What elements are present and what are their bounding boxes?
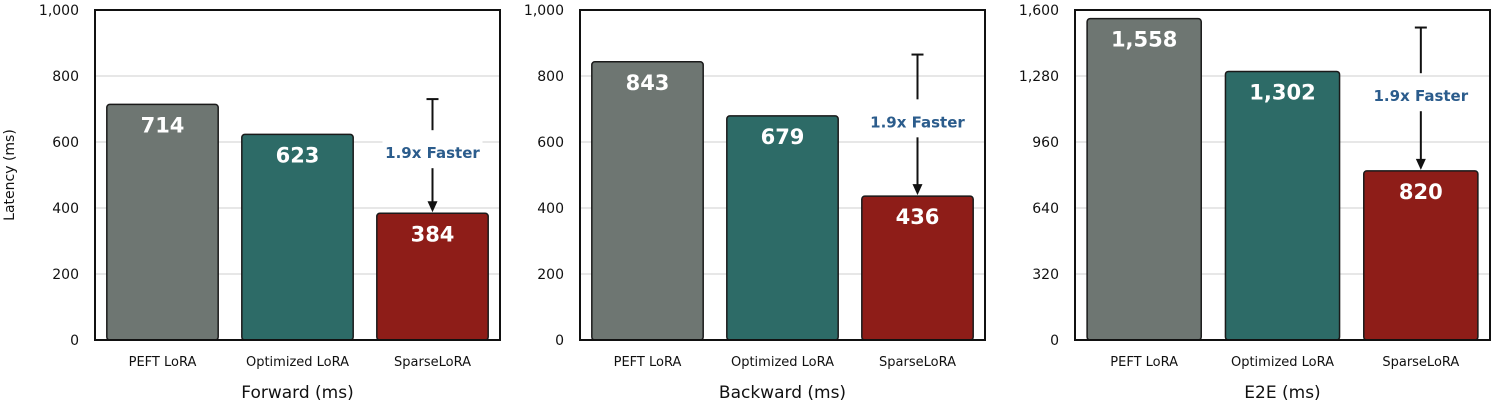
x-category-label: Optimized LoRA xyxy=(731,355,834,370)
bar xyxy=(106,103,219,341)
bar xyxy=(1086,17,1202,341)
y-tick-label: 0 xyxy=(555,333,564,349)
y-tick-label: 0 xyxy=(70,333,79,349)
y-tick-label: 1,280 xyxy=(1019,69,1059,85)
x-category-label: Optimized LoRA xyxy=(246,355,349,370)
bar xyxy=(726,115,839,341)
plot-frame xyxy=(94,9,501,341)
y-tick-label: 600 xyxy=(52,135,79,151)
chart-panel-3: 0 320 640 960 1,280 1,600 1,558 PEFT LoRA 1,302 O… xyxy=(1019,3,1491,403)
bar-value-label: 384 xyxy=(411,222,455,246)
y-tick-label: 200 xyxy=(537,267,564,283)
speedup-label: 1.9x Faster xyxy=(385,144,480,162)
bar-value-label: 820 xyxy=(1399,180,1443,204)
bar-value-label: 1,558 xyxy=(1111,28,1177,52)
x-category-label: SparseLoRA xyxy=(879,355,956,370)
x-category-label: PEFT LoRA xyxy=(614,355,682,370)
speedup-annotation: 1.9x Faster xyxy=(1370,26,1471,170)
x-category-label: SparseLoRA xyxy=(1382,355,1459,370)
x-category-label: Optimized LoRA xyxy=(1231,355,1334,370)
chart-panel-2: 0 200 400 600 800 1,000 843 PEFT LoRA 679 Optimiz… xyxy=(524,3,986,403)
y-tick-label: 200 xyxy=(52,267,79,283)
bar-value-label: 623 xyxy=(276,143,320,167)
x-category-label: PEFT LoRA xyxy=(129,355,197,370)
bar-value-label: 436 xyxy=(896,205,940,229)
x-axis-title: Backward (ms) xyxy=(719,383,846,403)
y-tick-label: 600 xyxy=(537,135,564,151)
annotation-arrowhead xyxy=(427,201,438,213)
plot-frame xyxy=(1074,9,1491,341)
speedup-label: 1.9x Faster xyxy=(870,113,965,131)
x-axis-title: Forward (ms) xyxy=(241,383,353,403)
y-tick-label: 800 xyxy=(52,69,79,85)
y-tick-label: 400 xyxy=(52,201,79,217)
x-category-label: SparseLoRA xyxy=(394,355,471,370)
speedup-annotation: 1.9x Faster xyxy=(867,53,968,196)
y-tick-label: 960 xyxy=(1032,135,1059,151)
bar xyxy=(591,61,704,341)
y-tick-label: 320 xyxy=(1032,267,1059,283)
annotation-text-bg xyxy=(1370,82,1471,109)
annotation-arrowhead xyxy=(1415,158,1426,170)
bar-value-label: 843 xyxy=(626,71,670,95)
y-tick-label: 800 xyxy=(537,69,564,85)
speedup-annotation: 1.9x Faster xyxy=(382,98,483,213)
y-axis-title: Latency (ms) xyxy=(2,129,18,221)
y-tick-label: 1,000 xyxy=(39,3,79,19)
y-tick-label: 640 xyxy=(1032,201,1059,217)
chart-panel-1: 0 200 400 600 800 1,000 714 PEFT LoRA 623 Optimiz… xyxy=(2,3,501,403)
bar-value-label: 714 xyxy=(141,113,185,137)
plot-frame xyxy=(579,9,986,341)
speedup-label: 1.9x Faster xyxy=(1374,87,1469,105)
annotation-text-bg xyxy=(867,108,968,135)
bar xyxy=(1224,70,1341,341)
annotation-text-bg xyxy=(382,139,483,166)
x-axis-title: E2E (ms) xyxy=(1244,383,1320,403)
bar-value-label: 679 xyxy=(761,125,805,149)
y-tick-label: 0 xyxy=(1050,333,1059,349)
y-tick-label: 1,600 xyxy=(1019,3,1059,19)
annotation-arrowhead xyxy=(912,184,923,196)
y-tick-label: 400 xyxy=(537,201,564,217)
y-tick-label: 1,000 xyxy=(524,3,564,19)
bar-value-label: 1,302 xyxy=(1249,80,1315,104)
x-category-label: PEFT LoRA xyxy=(1110,355,1178,370)
